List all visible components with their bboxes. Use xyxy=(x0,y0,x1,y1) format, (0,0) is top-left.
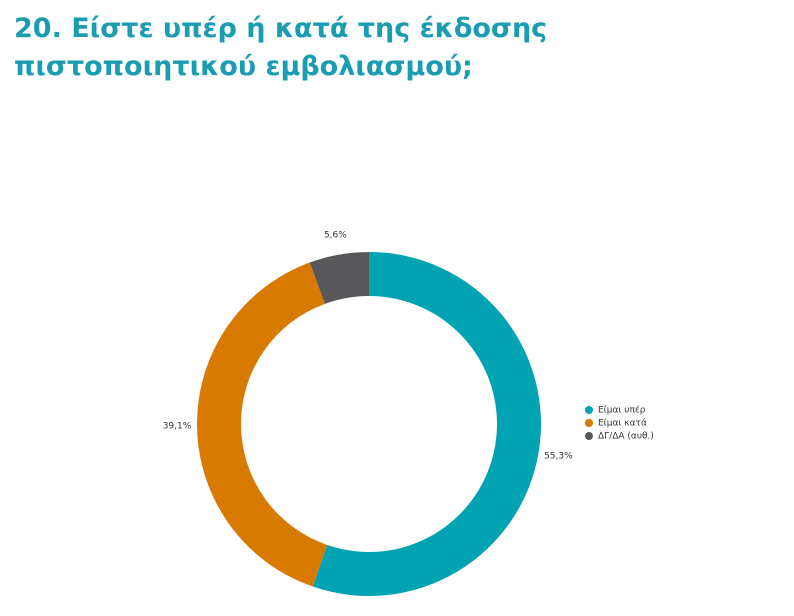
donut-segment xyxy=(309,252,369,304)
chart-title: 20. Είστε υπέρ ή κατά της έκδοσης πιστοπ… xyxy=(14,13,548,82)
data-label: 5,6% xyxy=(324,230,347,240)
donut-segment xyxy=(312,252,541,596)
donut-segment xyxy=(196,262,328,587)
legend-marker xyxy=(585,419,593,427)
data-label: 55,3% xyxy=(544,451,573,461)
legend-label: Είμαι υπέρ xyxy=(598,405,646,416)
legend-marker xyxy=(585,406,593,414)
legend-label: Είμαι κατά xyxy=(598,419,647,429)
data-label: 39,1% xyxy=(163,421,192,431)
legend-label: ΔΓ/ΔΑ (αυθ.) xyxy=(598,432,654,442)
legend-marker xyxy=(585,432,593,440)
